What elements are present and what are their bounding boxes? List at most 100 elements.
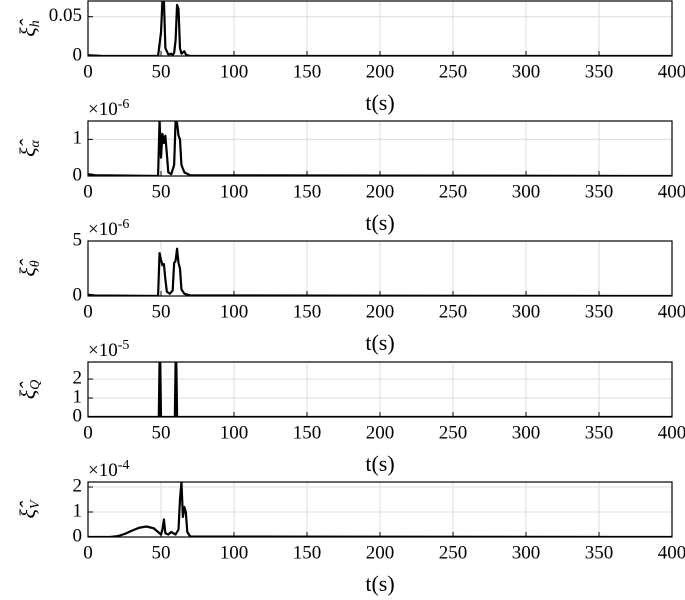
x-tick-label: 200 <box>366 61 395 82</box>
y-label-sub: α <box>28 139 43 147</box>
x-tick-label: 150 <box>293 61 322 82</box>
x-tick-label: 200 <box>366 181 395 202</box>
x-tick-label: 400 <box>658 61 685 82</box>
x-tick-label: 300 <box>512 181 541 202</box>
y-tick-label: 0 <box>73 525 83 546</box>
multiplier-base: ×10 <box>88 460 118 481</box>
x-tick-label: 350 <box>585 61 614 82</box>
y-label: ξ̂α <box>15 138 43 156</box>
y-label: ξ̂h <box>15 18 43 36</box>
y-tick-label: 0 <box>73 284 83 305</box>
x-tick-label: 400 <box>658 301 685 322</box>
x-tick-label: 250 <box>439 181 468 202</box>
y-tick-label: 1 <box>73 386 83 407</box>
y-tick-label: 1 <box>73 128 83 149</box>
x-tick-label: 150 <box>293 301 322 322</box>
x-tick-label: 200 <box>366 301 395 322</box>
x-tick-label: 50 <box>152 542 171 563</box>
axes-box <box>87 0 673 57</box>
y-label-sub: h <box>28 20 43 27</box>
multiplier-base: ×10 <box>88 340 118 361</box>
x-tick-label: 0 <box>83 181 93 202</box>
x-label: t(s) <box>365 210 394 235</box>
multiplier-exponent: -6 <box>118 97 130 112</box>
x-tick-label: 150 <box>293 422 322 443</box>
axes-box <box>87 361 673 418</box>
x-tick-label: 50 <box>152 61 171 82</box>
x-tick-label: 250 <box>439 301 468 322</box>
multiplier: ×10-5 <box>88 338 129 361</box>
x-tick-label: 0 <box>83 61 93 82</box>
x-tick-label: 250 <box>439 422 468 443</box>
x-tick-label: 250 <box>439 542 468 563</box>
x-tick-label: 100 <box>220 181 249 202</box>
multiplier-exponent: -6 <box>118 217 130 232</box>
line-series <box>88 362 672 417</box>
x-label: t(s) <box>365 90 394 115</box>
subplot: 0 50 100 150 200 250 300 350 400 012×10-5 ξ̂Q t(s) <box>15 338 685 476</box>
x-tick-label: 250 <box>439 61 468 82</box>
x-tick-label: 400 <box>658 542 685 563</box>
x-tick-label: 50 <box>152 301 171 322</box>
x-tick-label: 150 <box>293 542 322 563</box>
y-tick-label: 5 <box>73 229 83 250</box>
x-tick-label: 100 <box>220 542 249 563</box>
x-tick-label: 0 <box>83 542 93 563</box>
y-label: ξ̂Q <box>15 380 43 400</box>
x-tick-label: 0 <box>83 422 93 443</box>
multiplier: ×10-6 <box>88 97 129 120</box>
axes-box <box>87 240 673 297</box>
y-tick-label: 0 <box>73 164 83 185</box>
line-series <box>88 121 672 176</box>
y-label-sub: Q <box>28 380 43 390</box>
x-tick-label: 100 <box>220 61 249 82</box>
x-tick-label: 100 <box>220 422 249 443</box>
y-label-sub: V <box>28 499 43 509</box>
y-tick-label: 0 <box>73 44 83 65</box>
x-tick-label: 0 <box>83 301 93 322</box>
y-label: ξ̂V <box>15 499 43 518</box>
x-tick-label: 150 <box>293 181 322 202</box>
axes-box <box>87 481 673 538</box>
x-tick-label: 100 <box>220 301 249 322</box>
multiplier: ×10-6 <box>88 217 129 240</box>
x-tick-label: 200 <box>366 542 395 563</box>
x-tick-label: 50 <box>152 181 171 202</box>
y-label-sub: θ <box>28 260 43 267</box>
x-tick-label: 300 <box>512 61 541 82</box>
y-tick-label: 0 <box>73 405 83 426</box>
line-series <box>88 1 672 56</box>
multiplier-base: ×10 <box>88 99 118 120</box>
multiplier-base: ×10 <box>88 219 118 240</box>
y-tick-label: 0.05 <box>49 5 82 26</box>
axes-box <box>87 120 673 177</box>
y-label: ξ̂θ <box>15 258 43 276</box>
x-tick-label: 350 <box>585 542 614 563</box>
subplot: 0 50 100 150 200 250 300 350 400 0 5 ×10-6 ξ̂θ t(s) <box>15 217 685 355</box>
x-label: t(s) <box>365 571 394 596</box>
y-tick-label: 1 <box>73 500 83 521</box>
multiplier: ×10-4 <box>88 458 129 481</box>
y-tick-label: 2 <box>73 475 83 496</box>
x-tick-label: 50 <box>152 422 171 443</box>
x-tick-label: 200 <box>366 422 395 443</box>
multiplier-exponent: -5 <box>118 338 130 353</box>
x-label: t(s) <box>365 330 394 355</box>
x-tick-label: 350 <box>585 422 614 443</box>
x-tick-label: 400 <box>658 422 685 443</box>
multiplier-exponent: -4 <box>118 458 130 473</box>
x-tick-label: 400 <box>658 181 685 202</box>
subplot: 0 50 100 150 200 250 300 350 400 0 0.05 ξ̂h t(s) <box>15 0 685 115</box>
line-series <box>88 247 672 296</box>
y-tick-label: 2 <box>73 367 83 388</box>
x-tick-label: 300 <box>512 542 541 563</box>
x-tick-label: 350 <box>585 181 614 202</box>
x-tick-label: 350 <box>585 301 614 322</box>
x-tick-label: 300 <box>512 422 541 443</box>
line-series <box>88 482 672 537</box>
x-tick-label: 300 <box>512 301 541 322</box>
x-label: t(s) <box>365 451 394 476</box>
